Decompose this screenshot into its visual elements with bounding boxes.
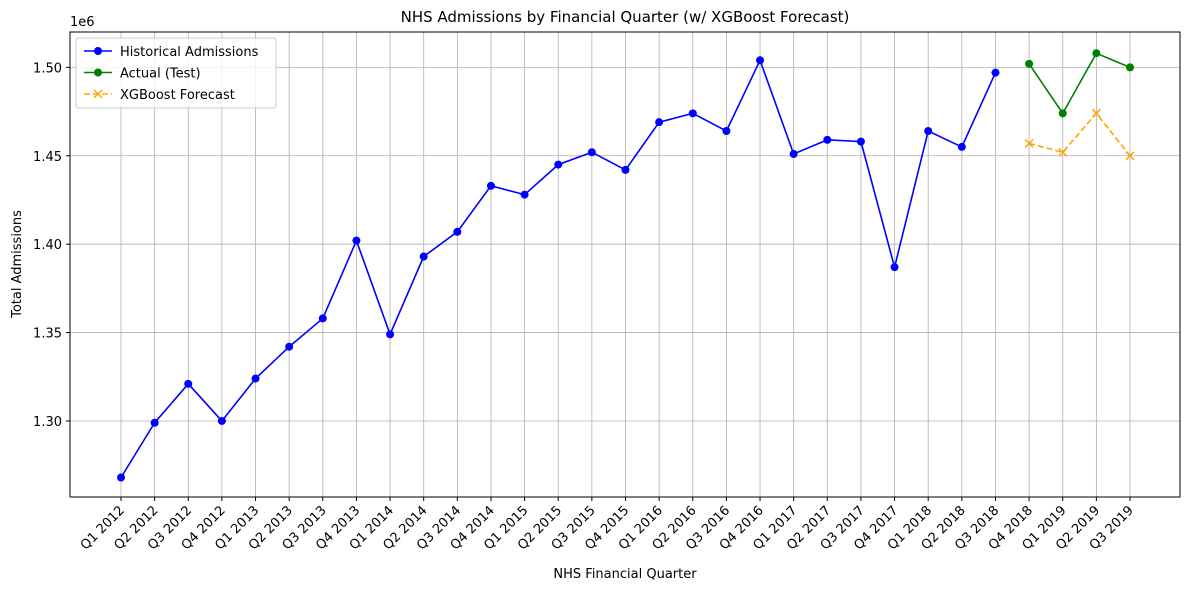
marker — [1025, 59, 1034, 68]
marker — [386, 330, 395, 339]
marker — [722, 127, 731, 136]
marker — [756, 56, 765, 65]
y-tick-label: 1.45 — [33, 150, 62, 165]
series — [117, 56, 1000, 482]
x-axis-label: NHS Financial Quarter — [553, 567, 697, 582]
marker — [251, 374, 260, 383]
legend-marker — [94, 47, 102, 55]
y-tick-label: 1.30 — [33, 415, 62, 430]
marker — [856, 137, 865, 146]
marker — [1024, 138, 1034, 148]
marker — [217, 416, 226, 425]
marker — [688, 109, 697, 118]
y-tick-label: 1.40 — [33, 238, 62, 253]
legend-label: XGBoost Forecast — [120, 88, 235, 103]
y-offset-label: 1e6 — [70, 15, 95, 30]
marker — [150, 418, 159, 427]
marker — [318, 314, 327, 323]
marker — [621, 165, 630, 174]
marker — [1125, 151, 1135, 161]
marker — [419, 252, 428, 261]
marker — [486, 181, 495, 190]
y-tick-label: 1.35 — [33, 327, 62, 342]
marker — [453, 227, 462, 236]
marker — [1058, 147, 1068, 157]
marker — [285, 342, 294, 351]
marker — [890, 263, 899, 272]
marker — [587, 148, 596, 157]
marker — [1126, 63, 1134, 72]
marker — [991, 68, 1000, 77]
line — [1028, 112, 1131, 157]
marker — [1092, 49, 1101, 58]
legend-marker — [94, 68, 102, 77]
marker — [789, 149, 798, 158]
series — [1025, 49, 1134, 118]
series — [1024, 108, 1135, 161]
marker — [655, 118, 664, 127]
marker — [1058, 109, 1067, 118]
legend-label: Actual (Test) — [120, 67, 201, 82]
legend-label: Historical Admissions — [120, 45, 259, 60]
marker — [184, 379, 193, 388]
legend-box — [75, 37, 277, 109]
plot-frame — [69, 31, 1181, 498]
line — [1028, 52, 1131, 115]
marker — [924, 127, 933, 136]
marker — [957, 142, 966, 151]
marker — [352, 236, 361, 245]
marker — [520, 190, 529, 199]
marker — [554, 160, 563, 169]
marker — [1091, 108, 1101, 118]
y-axis-label: Total Admissions — [10, 210, 25, 319]
chart-title: NHS Admissions by Financial Quarter (w/ … — [401, 8, 850, 26]
marker — [117, 473, 125, 482]
marker — [823, 135, 832, 144]
legend-marker — [93, 89, 103, 99]
y-tick-label: 1.50 — [33, 61, 62, 76]
